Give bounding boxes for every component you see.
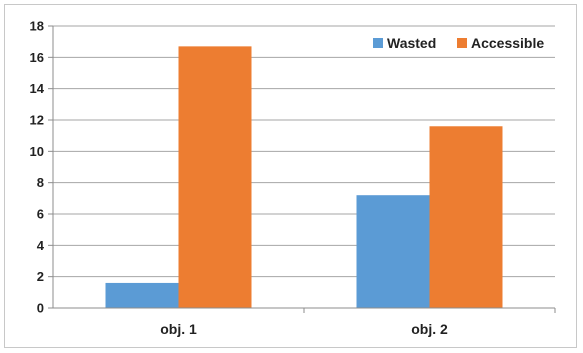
legend-label-wasted: Wasted — [387, 35, 436, 51]
y-tick-label: 18 — [30, 19, 44, 34]
x-category-label: obj. 1 — [160, 321, 197, 337]
bar-accessible-2 — [429, 126, 503, 309]
bar-accessible-1 — [178, 46, 252, 308]
y-tick-label: 2 — [37, 269, 44, 284]
y-tick-label: 6 — [37, 207, 44, 222]
y-tick-label: 8 — [37, 175, 44, 190]
legend-swatch-wasted — [373, 38, 383, 48]
y-tick-label: 4 — [37, 238, 45, 253]
bar-wasted-1 — [105, 282, 179, 308]
legend-label-accessible: Accessible — [471, 35, 544, 51]
bar-wasted-2 — [356, 195, 430, 308]
x-category-label: obj. 2 — [411, 321, 448, 337]
y-tick-label: 14 — [30, 81, 45, 96]
y-tick-label: 16 — [30, 50, 44, 65]
y-tick-labels: 0 2 4 6 8 10 12 14 16 18 — [30, 19, 45, 316]
y-tick-label: 0 — [37, 301, 44, 316]
bars — [105, 46, 503, 309]
axes — [52, 26, 556, 313]
legend-swatch-accessible — [457, 38, 467, 48]
legend: Wasted Accessible — [373, 35, 544, 51]
y-tick-label: 10 — [30, 144, 44, 159]
y-tick-label: 12 — [30, 113, 44, 128]
x-category-labels: obj. 1 obj. 2 — [160, 321, 448, 337]
